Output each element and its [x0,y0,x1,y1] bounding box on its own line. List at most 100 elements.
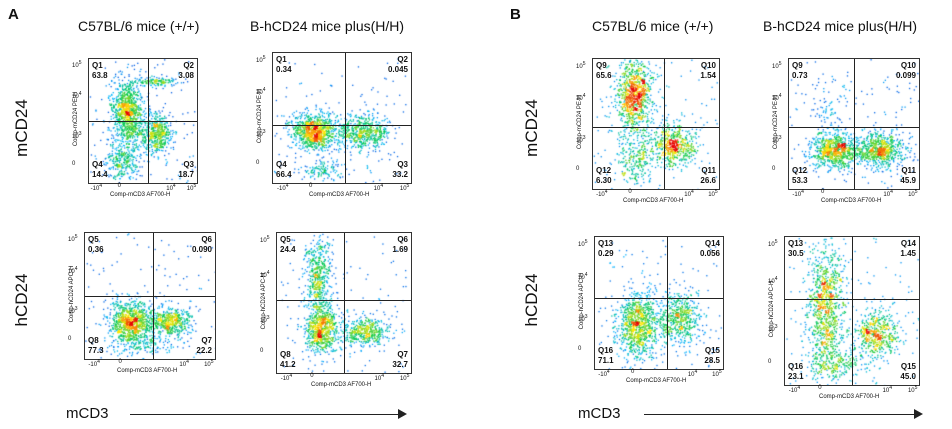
flow-cytometry-plot: Q13 0.29 Q14 0.056 Q15 28.5 Q16 71.1 [594,236,724,370]
x-tick-label: 0 [117,183,121,189]
quadrant-label: Q10 0.099 [896,61,916,81]
quadrant-label: Q6 1.69 [392,235,408,255]
y-tick-label: 0 [772,165,776,172]
quadrant-percentage: 65.6 [596,71,612,80]
quadrant-label: Q2 0.045 [388,55,408,75]
quadrant-name: Q6 [201,235,212,244]
x-tick-label: 104 [883,189,893,198]
flow-cytometry-plot: Q5 24.4 Q6 1.69 Q7 32.7 Q8 41.2 [276,232,412,374]
plot-x-axis-label: Comp-mCD3 AF700-H [623,198,684,204]
y-tick-label: 104 [72,91,82,101]
quadrant-name: Q10 [700,61,716,70]
quadrant-label: Q3 18.7 [178,160,194,180]
quadrant-name: Q4 [276,160,287,169]
y-tick-label: 104 [576,93,586,102]
quadrant-label: Q9 0.73 [792,61,808,81]
y-tick-label: 103 [578,313,588,323]
x-tick-label: 0 [818,385,822,391]
x-tick-label: 105 [708,189,718,198]
x-tick-label: 0 [310,373,314,379]
y-tick-label: 105 [68,234,78,244]
x-tick-label: 105 [399,373,410,382]
quadrant-percentage: 53.3 [792,176,808,185]
quadrant-label: Q10 1.54 [700,61,716,81]
quadrant-name: Q9 [596,61,607,70]
quadrant-label: Q11 26.6 [700,166,716,186]
x-tick-label: -104 [88,359,100,368]
y-tick-label: 103 [72,130,82,140]
quadrant-percentage: 32.7 [392,360,408,369]
quadrant-gate-horizontal [593,126,719,128]
panel-a-row2-label: hCD24 [12,273,31,327]
quadrant-percentage: 0.29 [598,249,614,258]
y-tick-label: 104 [772,93,782,102]
density-scatter-canvas [595,237,723,369]
quadrant-label: Q12 6.30 [596,166,612,186]
plot-y-axis-label: Comp-mCD24 PE-H [73,91,79,147]
quadrant-label: Q5 24.4 [280,235,296,255]
quadrant-percentage: 0.73 [792,71,808,80]
quadrant-percentage: 1.54 [700,71,716,80]
quadrant-label: Q15 28.5 [704,346,720,366]
quadrant-label: Q15 45.0 [900,362,916,382]
plot-x-axis-label: Comp-mCD3 AF700-H [110,192,171,198]
y-tick-label: 105 [578,238,588,248]
x-tick-label: -104 [596,189,608,198]
y-tick-label: 105 [260,235,270,244]
panel-a-col2-title: B-hCD24 mice plus(H/H) [250,18,405,34]
quadrant-percentage: 23.1 [788,372,804,381]
quadrant-label: Q12 53.3 [792,166,808,186]
quadrant-name: Q2 [397,55,408,64]
panel-b-x-axis-label: mCD3 [578,405,621,422]
y-tick-label: 0 [576,165,580,172]
plot-x-axis-label: Comp-mCD3 AF700-H [311,382,372,388]
quadrant-label: Q4 66.4 [276,160,292,180]
quadrant-label: Q14 0.056 [700,239,720,259]
quadrant-percentage: 26.6 [700,176,716,185]
panel-b-col1-title: C57BL/6 mice (+/+) [592,18,714,34]
quadrant-gate-vertical [344,233,345,373]
quadrant-name: Q16 [788,362,804,371]
quadrant-name: Q1 [276,55,287,64]
quadrant-percentage: 0.36 [88,245,104,254]
quadrant-percentage: 1.45 [900,249,916,258]
x-tick-label: 104 [882,385,892,394]
quadrant-label: Q16 71.1 [598,346,614,366]
quadrant-percentage: 1.69 [392,245,408,254]
quadrant-gate-vertical [663,59,665,189]
flow-cytometry-plot: Q1 63.8 Q2 3.08 Q3 18.7 Q4 14.4 [88,58,198,184]
y-tick-label: 0 [578,345,582,352]
flow-cytometry-plot: Q9 0.73 Q10 0.099 Q11 45.9 Q12 53.3 [788,58,920,190]
quadrant-name: Q5 [88,235,99,244]
x-tick-label: 104 [373,183,384,192]
quadrant-percentage: 0.099 [895,71,916,80]
quadrant-percentage: 66.4 [276,170,292,179]
quadrant-percentage: 30.5 [788,249,804,258]
quadrant-name: Q8 [280,350,291,359]
quadrant-label: Q13 0.29 [598,239,614,259]
quadrant-name: Q12 [596,166,612,175]
plot-x-axis-label: Comp-mCD3 AF700-H [821,198,882,204]
y-tick-label: 104 [578,271,588,281]
quadrant-label: Q14 1.45 [900,239,916,259]
x-tick-label: 0 [631,369,635,375]
quadrant-percentage: 18.7 [178,170,194,179]
x-tick-label: 105 [204,359,214,368]
plot-y-axis-label: Comp-hCD24 APC-H [769,280,775,338]
quadrant-percentage: 63.8 [92,71,108,80]
y-tick-label: 0 [260,348,264,355]
quadrant-gate-horizontal [785,299,919,301]
plot-y-axis-label: Comp-hCD24 APC-H [579,272,585,330]
quadrant-name: Q13 [788,239,804,248]
quadrant-name: Q14 [900,239,916,248]
y-tick-label: 103 [260,314,270,324]
y-tick-label: 0 [72,160,76,167]
quadrant-gate-vertical [344,53,346,183]
plot-y-axis-label: Comp-mCD24 PE-H [257,88,263,144]
quadrant-gate-horizontal [273,124,411,126]
quadrant-name: Q8 [88,336,99,345]
plot-y-axis-label: Comp-mCD24 PE-H [773,94,779,150]
y-tick-label: 0 [768,359,772,366]
quadrant-label: Q8 77.3 [88,336,104,356]
panel-b-letter: B [510,6,521,23]
